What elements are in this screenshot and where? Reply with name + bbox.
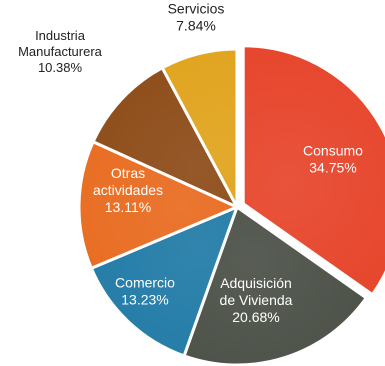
slice-label-adquisici-n-de-vivienda: Adquisición de Vivienda 20.68% <box>220 275 293 325</box>
slice-value-label: 20.68% <box>232 309 279 325</box>
slice-label-servicios: Servicios 7.84% <box>168 1 225 34</box>
slice-name-label: Consumo <box>303 143 363 159</box>
pie-slice-otras-actividades <box>77 140 239 270</box>
slice-name-label: Industria <box>35 28 86 43</box>
pie-slice-servicios <box>160 47 239 209</box>
slice-value-label: 7.84% <box>176 18 216 34</box>
slice-name-label: Servicios <box>168 1 225 17</box>
pie-slice-comercio <box>89 205 239 358</box>
slice-name-label: Manufacturera <box>18 44 103 59</box>
slice-label-comercio: Comercio 13.23% <box>115 275 175 308</box>
pie-slice-industria-manufacturera <box>91 66 239 209</box>
slice-name-label: Adquisición <box>220 275 292 291</box>
slice-name-label: Otras <box>111 165 145 181</box>
slice-label-consumo: Consumo 34.75% <box>303 143 363 176</box>
slice-name-label: Comercio <box>115 275 175 291</box>
slice-label-otras-actividades: Otras actividades 13.11% <box>93 165 163 215</box>
slice-value-label: 13.11% <box>105 199 151 215</box>
pie-slice-consumo <box>241 44 385 297</box>
pie-slice-adquisici-n-de-vivienda <box>182 205 368 366</box>
slice-value-label: 10.38% <box>38 60 83 75</box>
slice-name-label: de Vivienda <box>220 292 293 308</box>
slice-label-industria-manufacturera: Industria Manufacturera 10.38% <box>18 28 103 75</box>
slice-name-label: actividades <box>93 182 163 198</box>
slice-value-label: 13.23% <box>121 292 168 308</box>
slice-value-label: 34.75% <box>309 160 356 176</box>
